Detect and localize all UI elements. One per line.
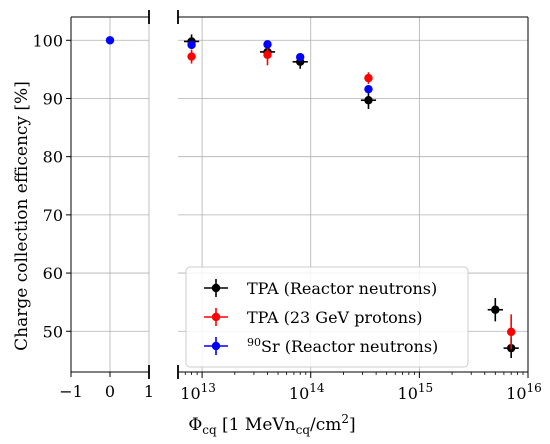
marker [364,84,373,94]
data-point [364,84,373,94]
legend-entry-label: 90Sr (Reactor neutrons) [247,336,438,356]
x-tick-label: −1 [59,382,83,401]
x-tick-label: 1 [144,382,154,401]
x-tick-label: 1015 [398,381,434,403]
x-axis-label: Φcq [1 MeVncq/cm2] [188,412,355,437]
marker [364,73,373,83]
legend-entry-label: TPA (23 GeV protons) [247,308,423,327]
marker [263,40,272,49]
data-point [360,91,377,109]
y-axis-label: Charge collection efficency [%] [12,81,32,351]
y-tick-label: 50 [43,322,63,341]
data-point [506,314,516,350]
legend-handle-marker [211,312,221,322]
data-point [263,40,272,49]
x-tick-label: 1013 [180,381,216,403]
legend-handle-marker [211,341,221,351]
data-point [105,36,115,45]
y-tick-label: 80 [43,148,63,167]
marker [105,36,115,45]
legend: TPA (Reactor neutrons) TPA (23 GeV proton… [185,266,469,368]
x-tick-label: 1014 [289,381,325,403]
x-tick-label: 1016 [506,381,542,403]
marker [187,40,196,50]
data-point [187,40,196,50]
data-points [105,34,519,359]
marker [364,96,373,105]
y-tick-label: 60 [43,264,63,283]
data-point [296,52,305,62]
tick-labels: 50 60 70 80 90 100 −1 0 1 1013 1014 1015 1016 [32,31,541,403]
marker [491,305,500,314]
x-tick-label: 0 [105,382,115,401]
marker [187,52,196,61]
legend-entry-label: TPA (Reactor neutrons) [247,279,437,298]
y-tick-label: 100 [32,31,63,50]
marker [296,52,305,62]
data-point [487,298,503,322]
data-point [364,72,373,84]
marker [506,327,516,337]
legend-handle-marker [211,283,221,293]
legend-box [185,266,469,368]
data-point [187,49,196,64]
axes [66,10,529,379]
marker [263,50,272,60]
y-tick-label: 70 [43,206,63,225]
y-tick-label: 90 [43,89,63,108]
